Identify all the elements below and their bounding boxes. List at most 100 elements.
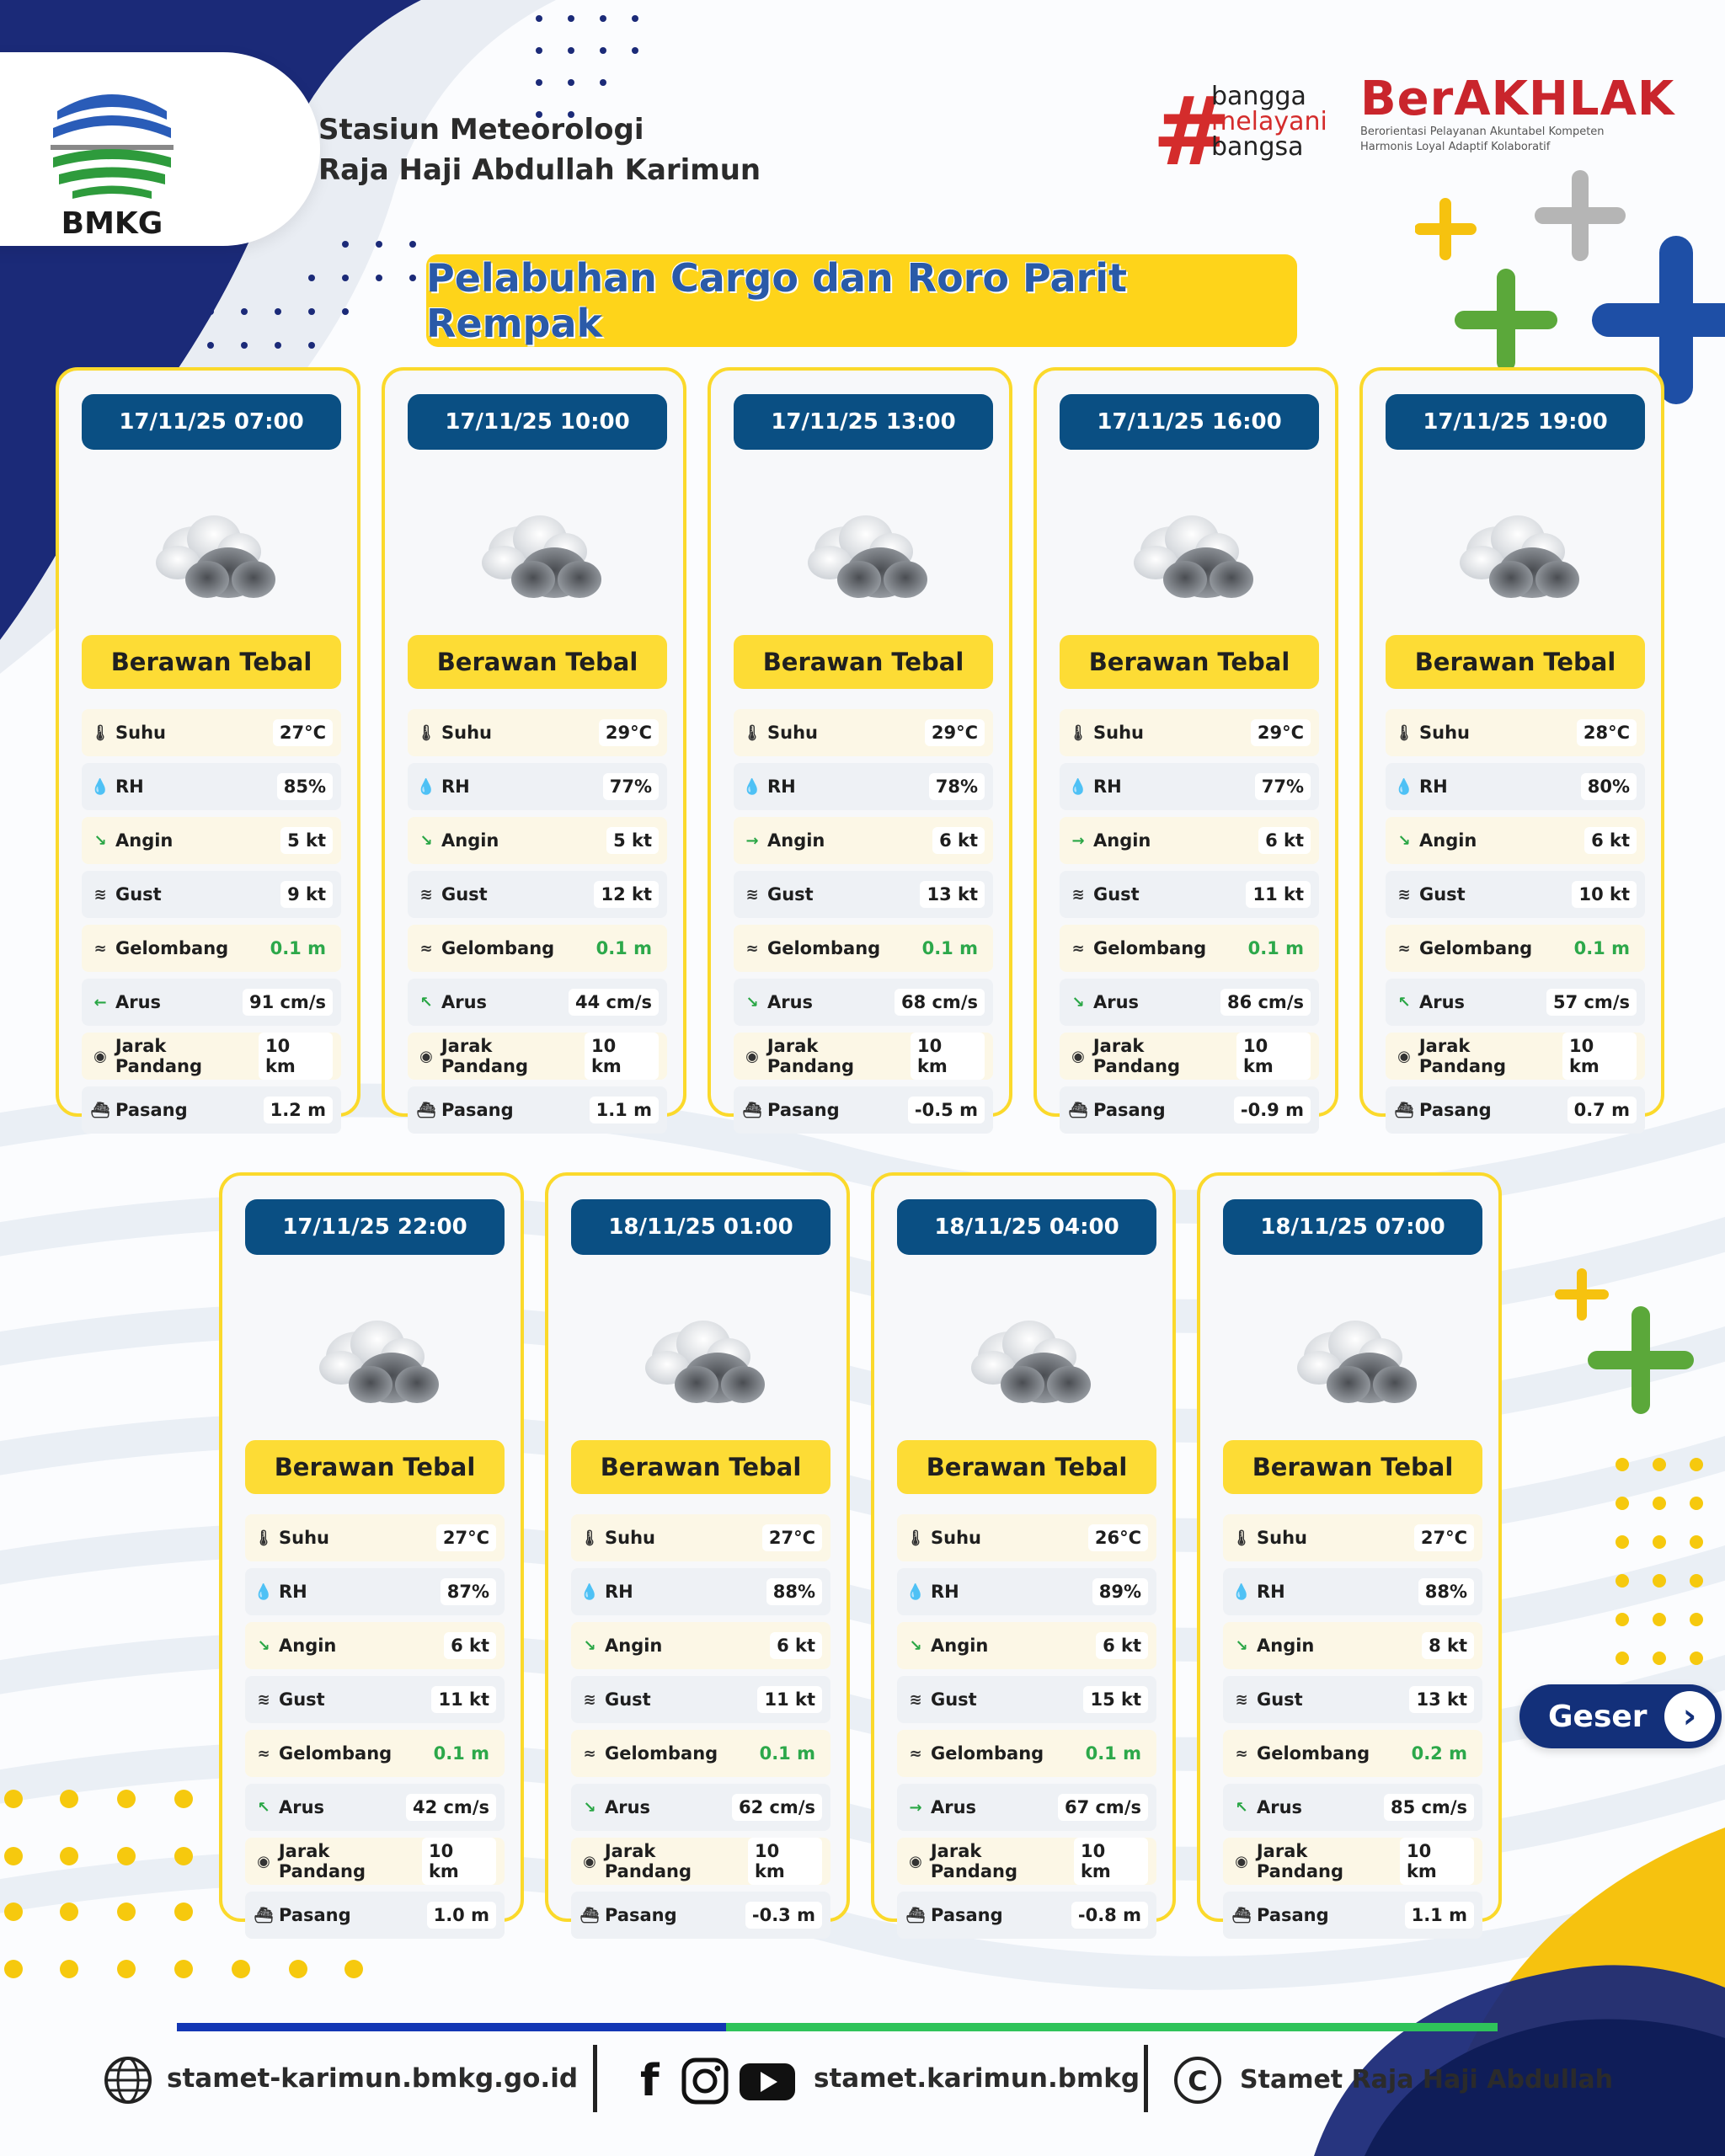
visibility-eye-icon: ◉ xyxy=(257,1852,270,1870)
forecast-row-arus: ↖ Arus 57 cm/s xyxy=(1386,979,1645,1026)
wind-direction-icon: ↘ xyxy=(1397,831,1411,850)
forecast-row-angin: ↘ Angin 8 kt xyxy=(1223,1622,1482,1669)
forecast-card: 17/11/25 22:00 xyxy=(219,1172,524,1939)
forecast-row-pasang: ⛴ Pasang 1.0 m xyxy=(245,1892,505,1939)
forecast-card: 17/11/25 13:00 xyxy=(708,367,1012,1134)
forecast-row-jarak: ◉ Jarak Pandang 10 km xyxy=(1060,1033,1319,1080)
berakhlak-title: BerAKHLAK xyxy=(1360,72,1675,126)
humidity-drop-icon: 💧 xyxy=(416,777,436,796)
row-value-jarak: 10 km xyxy=(1562,1033,1637,1080)
row-label-pasang: Pasang xyxy=(931,1905,1003,1925)
wave-icon: ≈ xyxy=(257,1744,270,1763)
footer-website[interactable]: stamet-karimun.bmkg.go.id xyxy=(167,2063,579,2094)
row-label-wrap: ≋ Gust xyxy=(252,1689,324,1710)
row-label-wrap: ≈ Gelombang xyxy=(414,938,554,958)
wave-icon: ≈ xyxy=(745,939,759,958)
row-value-pasang: 1.2 m xyxy=(263,1097,333,1123)
row-label-wrap: ≋ Gust xyxy=(740,884,814,905)
row-value-gelombang: 0.1 m xyxy=(759,1743,815,1764)
weather-condition: Berawan Tebal xyxy=(1060,635,1319,689)
forecast-row-angin: ↘ Angin 6 kt xyxy=(897,1622,1156,1669)
visibility-eye-icon: ◉ xyxy=(583,1852,596,1870)
row-label-wrap: ⛴ Pasang xyxy=(578,1905,677,1925)
weather-condition: Berawan Tebal xyxy=(82,635,341,689)
row-label-gust: Gust xyxy=(441,884,488,905)
row-value-pasang: 1.0 m xyxy=(426,1902,496,1929)
wind-direction-icon: ↘ xyxy=(1235,1636,1248,1655)
humidity-drop-icon: 💧 xyxy=(1231,1582,1252,1601)
forecast-card: 18/11/25 07:00 xyxy=(1197,1172,1502,1939)
gust-icon: ≋ xyxy=(1071,885,1085,904)
current-direction-icon: → xyxy=(909,1798,922,1817)
row-label-wrap: ↘ Angin xyxy=(88,830,173,851)
row-label-suhu: Suhu xyxy=(1419,723,1470,743)
row-value-arus: 86 cm/s xyxy=(1220,989,1311,1016)
row-value-gust: 10 kt xyxy=(1572,881,1637,908)
row-value-angin: 6 kt xyxy=(444,1632,496,1659)
row-label-wrap: ≋ Gust xyxy=(414,884,488,905)
row-value-arus: 68 cm/s xyxy=(894,989,985,1016)
row-label-gelombang: Gelombang xyxy=(931,1743,1044,1764)
row-label-suhu: Suhu xyxy=(115,723,166,743)
row-value-gelombang: 0.1 m xyxy=(1573,938,1630,958)
gust-icon: ≋ xyxy=(1235,1690,1248,1709)
thermometer-icon: 🌡 xyxy=(742,723,762,742)
forecast-row-pasang: ⛴ Pasang 1.2 m xyxy=(82,1086,341,1134)
forecast-row-arus: ↘ Arus 86 cm/s xyxy=(1060,979,1319,1026)
row-value-gust: 13 kt xyxy=(920,881,985,908)
row-value-angin: 5 kt xyxy=(280,827,333,854)
wave-icon: ≈ xyxy=(583,1744,596,1763)
forecast-row-rh: 💧 RH 85% xyxy=(82,763,341,810)
row-label-rh: RH xyxy=(767,776,796,797)
row-label-gust: Gust xyxy=(767,884,814,905)
row-label-wrap: ⛴ Pasang xyxy=(414,1100,514,1120)
forecast-row-jarak: ◉ Jarak Pandang 10 km xyxy=(571,1838,830,1885)
row-label-wrap: 🌡 Suhu xyxy=(904,1528,981,1548)
tide-ship-icon: ⛴ xyxy=(905,1906,926,1924)
forecast-row-gelombang: ≈ Gelombang 0.1 m xyxy=(734,925,993,972)
row-value-arus: 62 cm/s xyxy=(731,1794,822,1821)
thermometer-icon: 🌡 xyxy=(1394,723,1414,742)
footer-social-handle[interactable]: stamet.karimun.bmkg xyxy=(814,2063,1140,2094)
row-label-wrap: ≋ Gust xyxy=(1392,884,1465,905)
footer-separator xyxy=(593,2045,597,2112)
thermometer-icon: 🌡 xyxy=(416,723,436,742)
tide-ship-icon: ⛴ xyxy=(742,1101,762,1119)
wind-direction-icon: → xyxy=(745,831,759,850)
wind-direction-icon: ↘ xyxy=(909,1636,922,1655)
forecast-row-gust: ≋ Gust 11 kt xyxy=(571,1676,830,1723)
row-label-jarak: Jarak Pandang xyxy=(1418,1036,1506,1076)
row-value-pasang: -0.9 m xyxy=(1233,1097,1311,1123)
forecast-rows: 🌡 Suhu 29°C 💧 RH 77% → Angin xyxy=(1060,709,1319,1140)
tide-ship-icon: ⛴ xyxy=(1394,1101,1414,1119)
visibility-eye-icon: ◉ xyxy=(1235,1852,1248,1870)
row-label-gelombang: Gelombang xyxy=(605,1743,718,1764)
row-value-jarak: 10 km xyxy=(1236,1033,1311,1080)
wind-direction-icon: ↘ xyxy=(93,831,107,850)
forecast-row-gust: ≋ Gust 11 kt xyxy=(1060,871,1319,918)
row-value-angin: 6 kt xyxy=(932,827,985,854)
row-value-pasang: 0.7 m xyxy=(1567,1097,1637,1123)
row-value-suhu: 27°C xyxy=(761,1524,822,1551)
forecast-row-arus: ↘ Arus 62 cm/s xyxy=(571,1784,830,1831)
row-value-suhu: 29°C xyxy=(1250,719,1311,746)
row-label-rh: RH xyxy=(931,1582,959,1602)
berakhlak-line1: Berorientasi Pelayanan Akuntabel Kompete… xyxy=(1360,125,1605,138)
copyright-icon: C xyxy=(1174,2057,1221,2104)
geser-label: Geser xyxy=(1548,1699,1648,1734)
forecast-row-gelombang: ≈ Gelombang 0.2 m xyxy=(1223,1730,1482,1777)
row-value-gelombang: 0.1 m xyxy=(921,938,978,958)
forecast-row-suhu: 🌡 Suhu 27°C xyxy=(245,1514,505,1561)
row-value-jarak: 10 km xyxy=(258,1033,333,1080)
row-label-wrap: ◉ Jarak Pandang xyxy=(88,1036,259,1076)
row-label-wrap: ≈ Gelombang xyxy=(740,938,880,958)
visibility-eye-icon: ◉ xyxy=(1071,1047,1085,1065)
forecast-row-angin: ↘ Angin 5 kt xyxy=(82,817,341,864)
row-label-wrap: → Arus xyxy=(904,1797,976,1817)
row-label-rh: RH xyxy=(1257,1582,1285,1602)
row-label-wrap: 💧 RH xyxy=(740,776,796,797)
thermometer-icon: 🌡 xyxy=(254,1529,274,1547)
weather-condition: Berawan Tebal xyxy=(1223,1440,1482,1494)
row-label-wrap: ≈ Gelombang xyxy=(1392,938,1532,958)
geser-button[interactable]: Geser › xyxy=(1519,1684,1722,1748)
